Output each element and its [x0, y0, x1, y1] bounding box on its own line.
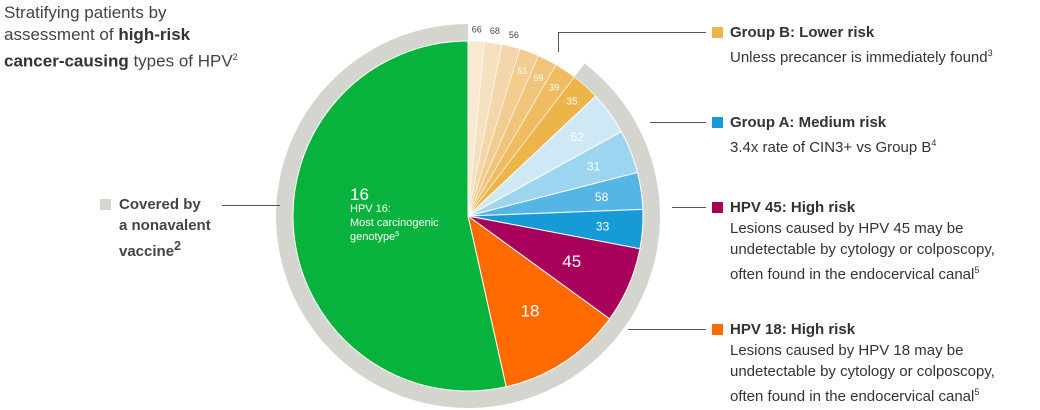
hpv45-swatch [712, 202, 723, 213]
slice-label-16: 16 [350, 185, 369, 204]
title-bold-1: high-risk [118, 25, 191, 44]
groupB-text: Unless precancer is immediately found [730, 49, 988, 66]
hpv18-swatch [712, 324, 723, 335]
title-line-1: Stratifying patients by [4, 3, 167, 22]
pie-slice-18 [467, 214, 611, 388]
groupA-swatch [712, 117, 723, 128]
hpv45-text-3: often found in the endocervical canal [730, 266, 975, 283]
hpv18-leader-line [628, 329, 706, 330]
hpv45-heading: HPV 45: High risk [730, 199, 856, 216]
groupB-swatch [712, 27, 723, 38]
hpv18-text-1: Lesions caused by HPV 18 may be [730, 342, 964, 359]
covered-footnote: 2 [174, 239, 181, 253]
hpv18-text-3: often found in the endocervical canal [730, 388, 975, 405]
hpv18-footnote: 5 [974, 387, 980, 397]
title-bold-2: cancer-causing [4, 51, 129, 71]
hpv45-text-2: undetectable by cytology or colposcopy, [730, 241, 995, 258]
hpv45-footnote: 5 [974, 265, 980, 275]
hpv45-text-1: Lesions caused by HPV 45 may be [730, 220, 964, 237]
slice-label-18: 18 [521, 301, 540, 320]
groupB-heading: Group B: Lower risk [730, 24, 875, 41]
groupB-leader-line [558, 32, 706, 33]
slice-label-51: 51 [517, 66, 527, 76]
pie-slice-16 [292, 40, 507, 392]
slice-label-35: 35 [566, 97, 578, 108]
slice-sublabel-16: genotype5 [350, 231, 399, 243]
slice-label-39: 39 [549, 82, 559, 92]
legend-hpv18: HPV 18: High risk Lesions caused by HPV … [712, 319, 995, 407]
groupA-footnote: 4 [931, 138, 937, 148]
slice-sublabel-16: Most carcinogenic [350, 217, 439, 229]
covered-line-2: a nonavalent [119, 217, 211, 234]
covered-leader-line [222, 205, 280, 206]
title-footnote: 2 [232, 52, 238, 62]
slice-label-33: 33 [596, 219, 610, 233]
legend-groupA: Group A: Medium risk 3.4x rate of CIN3+ … [712, 112, 936, 158]
groupA-text: 3.4x rate of CIN3+ vs Group B [730, 139, 932, 156]
title-line-3: types of HPV [128, 51, 233, 71]
chart-title: Stratifying patients by assessment of hi… [4, 2, 284, 73]
slice-sublabel-16: HPV 16: [350, 203, 391, 215]
slice-label-66: 66 [472, 24, 482, 34]
covered-line-3: vaccine [119, 243, 175, 260]
title-line-2: assessment of [4, 25, 119, 44]
covered-legend: Covered by a nonavalent vaccine2 [100, 194, 211, 262]
slice-label-58: 58 [595, 190, 609, 204]
legend-groupB: Group B: Lower risk Unless precancer is … [712, 22, 993, 68]
legend-hpv45: HPV 45: High risk Lesions caused by HPV … [712, 197, 995, 285]
groupA-heading: Group A: Medium risk [730, 114, 887, 131]
slice-label-56: 56 [509, 30, 519, 40]
covered-swatch [100, 199, 111, 210]
covered-line-1: Covered by [119, 196, 201, 213]
slice-label-59: 59 [533, 73, 543, 83]
groupB-leader-vertical [558, 32, 559, 52]
slice-label-68: 68 [490, 26, 500, 36]
hpv18-text-2: undetectable by cytology or colposcopy, [730, 363, 995, 380]
slice-label-45: 45 [562, 252, 581, 271]
hpv18-heading: HPV 18: High risk [730, 321, 856, 338]
groupB-footnote: 3 [987, 48, 993, 58]
slice-label-31: 31 [587, 160, 601, 174]
hpv45-leader-line [672, 207, 706, 208]
slice-label-52: 52 [571, 130, 585, 144]
groupA-leader-line [650, 122, 706, 123]
